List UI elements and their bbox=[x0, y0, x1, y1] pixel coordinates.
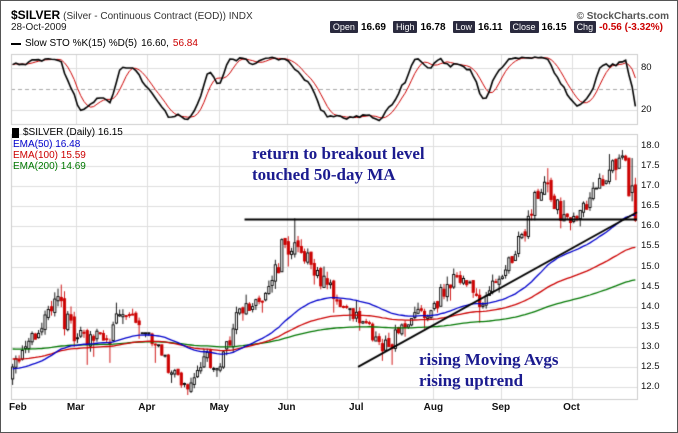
annotation-line: touched 50-day MA bbox=[252, 165, 396, 185]
month-label: Mar bbox=[66, 402, 85, 413]
annotation-line: return to breakout level bbox=[252, 144, 425, 163]
quote-low: Low 16.11 bbox=[452, 21, 503, 33]
quote-close: Close 16.15 bbox=[509, 21, 567, 33]
close-value: 16.15 bbox=[541, 21, 567, 33]
month-label: Jun bbox=[277, 402, 296, 413]
legend-ema100: EMA(100) 15.59 bbox=[13, 150, 86, 161]
month-label: Apr bbox=[138, 402, 156, 413]
month-label: Aug bbox=[423, 402, 444, 413]
low-value: 16.11 bbox=[478, 21, 503, 33]
sto-k-value: 16.60, bbox=[141, 38, 169, 49]
copyright: © StockCharts.com bbox=[576, 11, 669, 22]
close-label: Close bbox=[509, 21, 539, 33]
symbol-description: (Silver - Continuous Contract (EOD)) IND… bbox=[63, 11, 253, 22]
sto-indicator-name: Slow STO %K(15) %D(5) bbox=[25, 38, 138, 49]
price-axis-label: 13.0 bbox=[641, 340, 660, 352]
price-axis-label: 12.0 bbox=[641, 380, 660, 392]
low-label: Low bbox=[452, 21, 476, 33]
annotation-breakout: return to breakout level touched 50-day … bbox=[252, 143, 425, 185]
sto-legend: Slow STO %K(15) %D(5) 16.60, 56.84 bbox=[11, 38, 198, 49]
price-axis-label: 15.0 bbox=[641, 260, 660, 272]
price-axis-label: 17.0 bbox=[641, 180, 660, 192]
legend-ema50: EMA(50) 16.48 bbox=[13, 139, 81, 150]
open-value: 16.69 bbox=[360, 21, 386, 33]
price-axis-label: 15.5 bbox=[641, 240, 660, 252]
chart-header: $SILVER (Silver - Continuous Contract (EO… bbox=[11, 6, 669, 24]
annotation-line: rising uptrend bbox=[419, 371, 524, 391]
price-axis-label: 14.0 bbox=[641, 300, 660, 312]
quote-chg: Chg -0.56 (-3.32%) bbox=[573, 21, 663, 33]
price-axis-label: 12.5 bbox=[641, 360, 660, 372]
quote-high: High 16.78 bbox=[392, 21, 446, 33]
price-axis-label: 14.5 bbox=[641, 280, 660, 292]
month-label: Jul bbox=[349, 402, 364, 413]
annotation-uptrend: rising Moving Avgs rising uptrend bbox=[419, 349, 558, 391]
month-label: May bbox=[209, 402, 230, 413]
chart-date: 28-Oct-2009 bbox=[11, 21, 67, 33]
chg-value: -0.56 (-3.32%) bbox=[599, 21, 663, 33]
legend-ema200: EMA(200) 14.69 bbox=[13, 161, 86, 172]
line-swatch-icon bbox=[11, 42, 21, 45]
month-label: Feb bbox=[9, 402, 27, 413]
high-label: High bbox=[392, 21, 418, 33]
month-label: Oct bbox=[563, 402, 580, 413]
price-axis-label: 16.0 bbox=[641, 220, 660, 232]
symbol: $SILVER bbox=[11, 8, 61, 22]
chg-label: Chg bbox=[573, 21, 597, 33]
open-label: Open bbox=[329, 21, 358, 33]
price-axis-label: 13.5 bbox=[641, 320, 660, 332]
sto-axis-label: 80 bbox=[641, 62, 652, 73]
main-chart-title: $SILVER (Daily) 16.15 bbox=[23, 127, 123, 138]
price-axis-label: 18.0 bbox=[641, 140, 660, 152]
month-label: Sep bbox=[491, 402, 511, 413]
price-axis-label: 17.5 bbox=[641, 160, 660, 172]
quote-strip: Open 16.69 High 16.78 Low 16.11 Close 16… bbox=[329, 21, 663, 33]
main-chart-legend: $SILVER (Daily) 16.15 bbox=[12, 127, 123, 138]
sto-axis-label: 20 bbox=[641, 104, 652, 115]
symbol-title: $SILVER (Silver - Continuous Contract (EO… bbox=[11, 6, 253, 24]
sto-d-value: 56.84 bbox=[172, 38, 198, 49]
quote-open: Open 16.69 bbox=[329, 21, 386, 33]
quote-row: 28-Oct-2009 Open 16.69 High 16.78 Low 16… bbox=[11, 21, 663, 33]
high-value: 16.78 bbox=[420, 21, 446, 33]
annotation-line: rising Moving Avgs bbox=[419, 350, 559, 369]
price-axis-label: 16.5 bbox=[641, 200, 660, 212]
candlestick-icon bbox=[12, 127, 19, 138]
